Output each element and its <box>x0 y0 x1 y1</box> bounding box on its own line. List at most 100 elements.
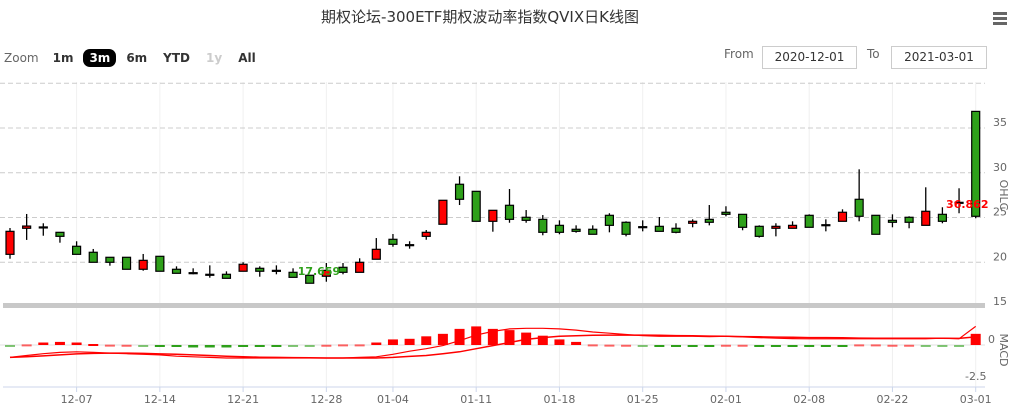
macd-histogram-bar <box>704 345 715 347</box>
macd-histogram-bar <box>637 345 648 347</box>
from-date-input[interactable]: 2020-12-01 <box>762 46 857 69</box>
candle <box>638 220 648 232</box>
to-date-input[interactable]: 2021-03-01 <box>891 46 987 69</box>
x-axis-tick-label: 01-25 <box>627 393 659 406</box>
candle-body <box>105 256 115 263</box>
candle <box>355 258 365 273</box>
candle <box>155 255 165 272</box>
candle-body <box>271 269 281 272</box>
x-axis-tick-label: 01-04 <box>377 393 409 406</box>
candle-body <box>288 271 298 278</box>
candle-body <box>188 272 198 275</box>
candle-body <box>604 214 615 226</box>
candle <box>488 209 498 232</box>
zoom-3m-button[interactable]: 3m <box>83 49 117 67</box>
candle <box>188 268 198 275</box>
candle <box>771 223 781 237</box>
zoom-6m-button[interactable]: 6m <box>126 51 148 65</box>
candle-body <box>737 213 748 228</box>
candle <box>754 225 764 238</box>
macd-histogram-bar <box>288 345 299 347</box>
macd-dif-line <box>9 325 977 359</box>
macd-histogram-bar <box>21 344 32 347</box>
macd-histogram-bar <box>870 344 881 347</box>
candle <box>621 221 631 237</box>
candle-body <box>38 226 48 229</box>
candle <box>904 216 914 229</box>
chart-title: 期权论坛-300ETF期权波动率指数QVIX日K线图 <box>321 8 639 26</box>
candle <box>871 214 881 235</box>
macd-dea-line <box>9 334 976 359</box>
candle <box>538 215 548 236</box>
to-label: To <box>867 47 880 61</box>
candle <box>321 263 331 282</box>
candle <box>22 213 32 240</box>
candle-body <box>538 218 548 233</box>
candle-body <box>138 259 148 270</box>
price-flag-label: 36.862 <box>946 198 988 211</box>
candle-body <box>5 230 15 255</box>
candle-body <box>837 211 848 222</box>
macd-histogram-bar <box>454 328 465 345</box>
candle <box>171 266 182 274</box>
macd-histogram-bar <box>604 344 615 347</box>
candle-body <box>438 199 448 225</box>
range-selector: Zoom 1m 3m 6m YTD 1y All <box>4 49 266 67</box>
candle-body <box>504 204 515 220</box>
candle-body <box>305 274 315 284</box>
candle <box>787 221 798 229</box>
zoom-label: Zoom <box>4 51 39 65</box>
candle <box>121 256 132 270</box>
candle-body <box>371 248 381 260</box>
macd-histogram-bar <box>171 345 182 347</box>
macd-histogram-bar <box>770 345 781 347</box>
x-axis-tick-label: 03-01 <box>960 393 992 406</box>
macd-histogram-bar <box>38 342 49 345</box>
candle <box>338 263 348 275</box>
macd-histogram-bar <box>954 345 965 347</box>
macd-histogram-bar <box>970 333 981 345</box>
x-axis-tick-label: 01-11 <box>460 393 492 406</box>
candle <box>921 187 931 226</box>
macd-histogram-bar <box>338 344 348 347</box>
candle <box>588 225 598 235</box>
candle-body <box>971 110 981 217</box>
macd-histogram-bar <box>104 344 115 347</box>
macd-histogram-bar <box>371 342 382 345</box>
macd-histogram-bar <box>820 345 831 347</box>
candle <box>205 265 215 278</box>
hamburger-icon[interactable] <box>993 12 1007 27</box>
zoom-1m-button[interactable]: 1m <box>52 51 74 65</box>
macd-histogram-bar <box>621 344 632 347</box>
x-axis-tick-label: 12-21 <box>227 393 259 406</box>
candle-body <box>321 269 331 277</box>
candle <box>221 271 232 279</box>
candle-body <box>804 214 814 228</box>
candle <box>821 219 831 232</box>
macd-histogram-bar <box>421 336 432 345</box>
candle <box>971 110 981 219</box>
macd-histogram-bar <box>504 330 515 345</box>
macd-histogram-bar <box>737 344 748 347</box>
macd-histogram-bar <box>854 344 865 347</box>
price-axis-tick: 20 <box>993 250 1007 263</box>
candle <box>571 225 581 233</box>
macd-histogram-bar <box>587 344 598 347</box>
macd-axis-title: MACD <box>997 334 1010 367</box>
candle <box>504 188 515 223</box>
candle-body <box>238 263 248 272</box>
macd-histogram-bar <box>571 341 582 345</box>
candle <box>604 213 615 233</box>
macd-histogram-bar <box>654 345 665 347</box>
candle <box>521 210 531 223</box>
zoom-all-button[interactable]: All <box>238 51 256 65</box>
candle-body <box>355 261 365 273</box>
candle <box>105 256 115 266</box>
x-axis-tick-label: 01-18 <box>543 393 575 406</box>
candle <box>688 219 698 228</box>
zoom-ytd-button[interactable]: YTD <box>163 51 191 65</box>
candle <box>438 199 448 225</box>
candle <box>388 234 398 247</box>
candle <box>271 265 281 275</box>
candle <box>288 268 298 278</box>
